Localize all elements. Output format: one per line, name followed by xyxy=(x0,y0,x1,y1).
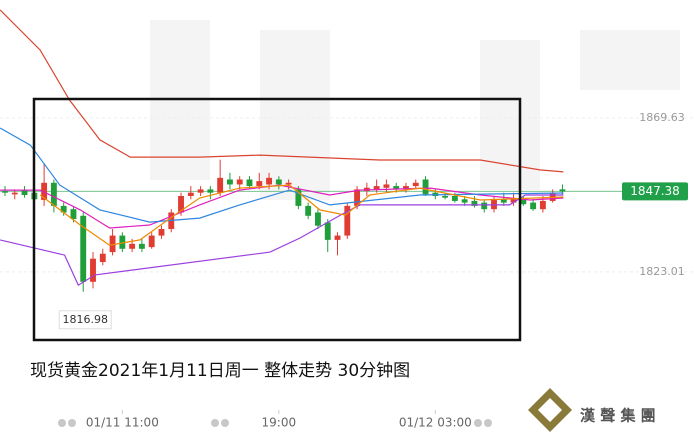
candle-body xyxy=(148,235,155,248)
dot xyxy=(474,419,482,427)
candle-body xyxy=(187,192,194,196)
candle-body xyxy=(246,179,253,187)
candle-body xyxy=(500,199,507,203)
candle-body xyxy=(21,190,28,196)
indicator-line xyxy=(0,127,564,223)
dot xyxy=(58,419,66,427)
candle-body xyxy=(510,199,517,203)
candle-body xyxy=(197,189,204,193)
dot xyxy=(221,419,229,427)
candle-body xyxy=(236,179,243,185)
last-price-badge xyxy=(622,182,688,201)
candle-body xyxy=(344,205,351,236)
candle-body xyxy=(11,192,18,195)
logo: 漢 聲 集 團 xyxy=(528,388,656,432)
highlight-box xyxy=(32,97,522,342)
candle-body xyxy=(471,200,478,206)
candle-body xyxy=(559,189,566,192)
candle-body xyxy=(422,179,429,195)
candle-body xyxy=(295,189,302,206)
plot-area: 1869.63 1823.01 01/11 11:00 19:00 01/12 03:0… xyxy=(0,9,694,430)
candle-body xyxy=(383,184,390,188)
candle-body xyxy=(266,177,272,185)
candle-body xyxy=(412,182,419,187)
candle-body xyxy=(481,202,488,210)
indicator-line xyxy=(0,194,564,286)
candle-body xyxy=(393,186,400,190)
candle-body xyxy=(442,195,449,198)
candle-body xyxy=(129,243,136,249)
candle-body xyxy=(60,205,67,213)
candle-body xyxy=(158,228,165,236)
watermark-building xyxy=(580,30,680,90)
dot xyxy=(484,419,492,427)
candle-body xyxy=(2,191,8,193)
last-price-label: 1847.38 xyxy=(630,184,680,198)
candle-body xyxy=(373,186,380,190)
candle-body xyxy=(285,182,292,185)
candle-body xyxy=(354,189,361,206)
annotation-box xyxy=(58,310,112,330)
x-tick-label: 19:00 xyxy=(262,416,297,430)
candle-body xyxy=(530,202,537,210)
watermark-building xyxy=(480,40,540,190)
watermark-building xyxy=(260,30,330,200)
candle-body xyxy=(119,235,126,249)
dot xyxy=(68,419,76,427)
caption: 现货黄金2021年1月11日周一 整体走势 30分钟图 xyxy=(30,361,410,381)
x-tick-label: 01/12 03:00 xyxy=(399,416,472,430)
candle-body xyxy=(324,222,331,240)
candle-body xyxy=(99,253,106,262)
candle-body xyxy=(70,209,77,220)
candle-body xyxy=(80,215,87,282)
candle-body xyxy=(451,195,458,201)
candle-body xyxy=(207,189,214,193)
candle-body xyxy=(315,212,321,226)
candle-body xyxy=(90,258,96,282)
logo-text: 漢 聲 集 團 xyxy=(580,407,656,425)
candle-body xyxy=(50,182,57,206)
y-tick-label: 1869.63 xyxy=(639,111,685,124)
x-tick-label: 01/11 11:00 xyxy=(86,416,159,430)
candle-body xyxy=(539,200,546,210)
candle-body xyxy=(305,205,312,216)
candle-body xyxy=(491,199,497,210)
background-watermark xyxy=(150,20,680,200)
candle-body xyxy=(217,177,224,193)
page-dots xyxy=(58,419,492,427)
candle-body xyxy=(334,235,341,240)
candle-body xyxy=(256,181,263,187)
candle-body xyxy=(403,186,409,190)
candle-body xyxy=(275,179,282,185)
candle-body xyxy=(226,179,233,185)
candle-body xyxy=(520,199,527,205)
candle-body xyxy=(461,199,468,203)
indicator-line xyxy=(39,184,564,246)
y-tick-label: 1823.01 xyxy=(639,265,685,278)
dot xyxy=(211,419,219,427)
candle-body xyxy=(109,235,116,253)
low-annotation: 1816.98 xyxy=(62,313,108,326)
logo-icon-inner xyxy=(538,398,562,422)
indicator-line xyxy=(0,9,564,173)
candle-body xyxy=(138,243,145,249)
candle-body xyxy=(178,195,184,213)
